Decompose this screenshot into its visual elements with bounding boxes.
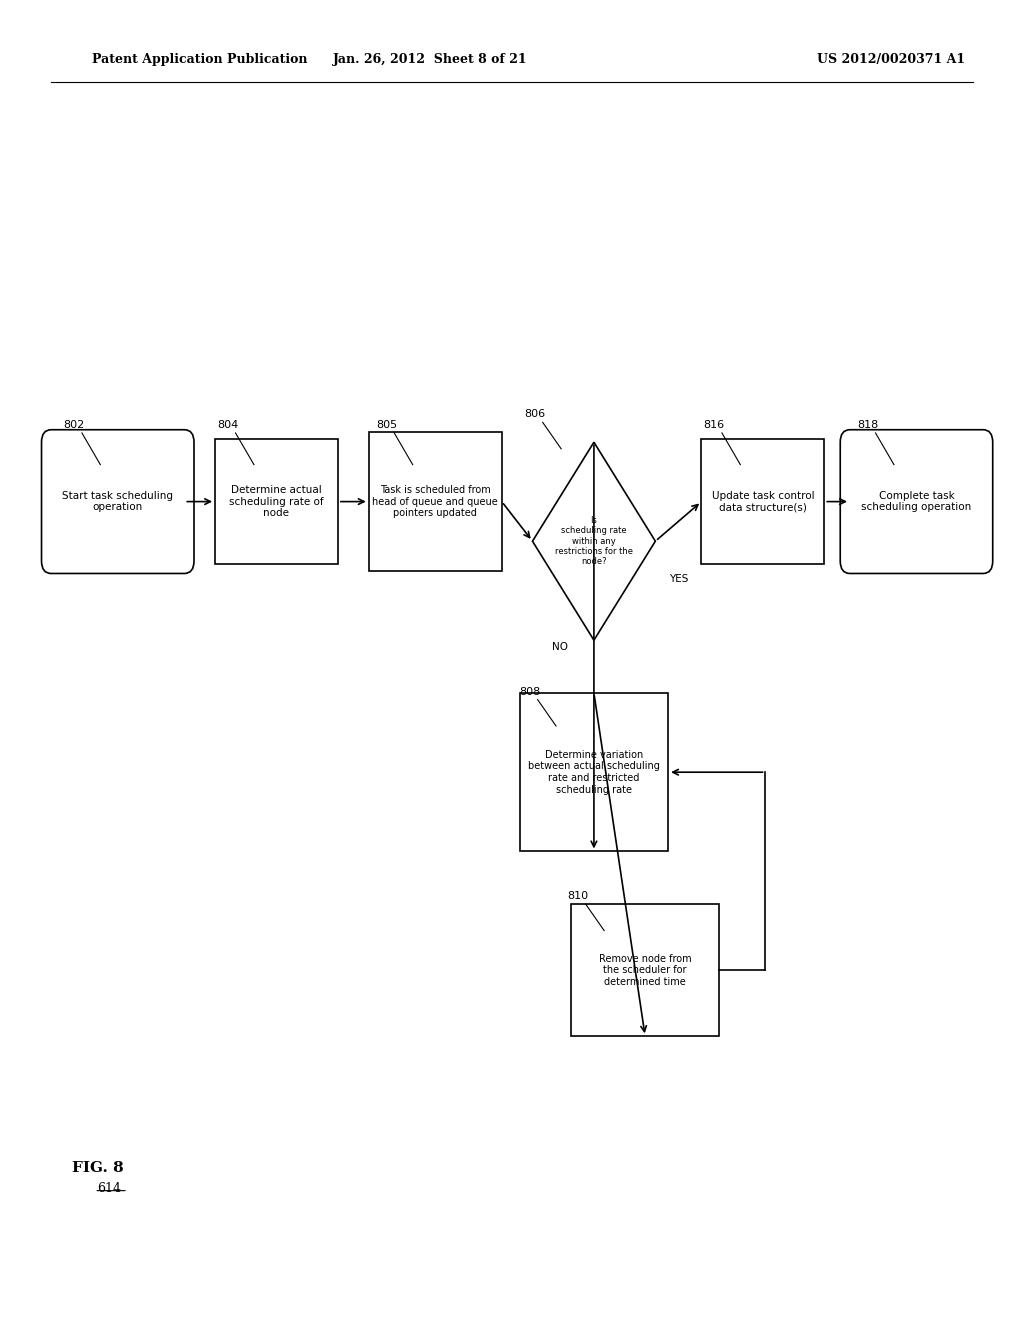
Bar (701, 438, 824, 565)
Text: 816: 816 (703, 420, 725, 430)
Text: Determine variation
between actual scheduling
rate and restricted
scheduling rat: Determine variation between actual sched… (528, 750, 659, 795)
Text: Complete task
scheduling operation: Complete task scheduling operation (861, 491, 972, 512)
Text: 804: 804 (217, 420, 239, 430)
Text: FIG. 8: FIG. 8 (72, 1162, 124, 1175)
Text: 802: 802 (63, 420, 85, 430)
Polygon shape (532, 442, 655, 640)
Text: Is
scheduling rate
within any
restrictions for the
node?: Is scheduling rate within any restrictio… (555, 516, 633, 566)
Text: Patent Application Publication: Patent Application Publication (92, 53, 307, 66)
Text: Remove node from
the scheduler for
determined time: Remove node from the scheduler for deter… (599, 953, 691, 987)
Text: 808: 808 (519, 686, 541, 697)
Text: 818: 818 (857, 420, 879, 430)
Text: 614: 614 (97, 1181, 121, 1195)
Text: Determine actual
scheduling rate of
node: Determine actual scheduling rate of node (229, 484, 324, 519)
FancyBboxPatch shape (42, 430, 194, 573)
Text: 805: 805 (376, 420, 397, 430)
Text: NO: NO (552, 642, 568, 652)
FancyBboxPatch shape (841, 430, 992, 573)
Text: 806: 806 (524, 409, 546, 420)
Bar (519, 693, 668, 851)
Text: 810: 810 (567, 891, 589, 902)
Bar (215, 438, 338, 565)
Text: Task is scheduled from
head of queue and queue
pointers updated: Task is scheduled from head of queue and… (373, 484, 498, 519)
Text: US 2012/0020371 A1: US 2012/0020371 A1 (817, 53, 965, 66)
Text: Update task control
data structure(s): Update task control data structure(s) (712, 491, 814, 512)
Bar (369, 433, 502, 570)
Text: Jan. 26, 2012  Sheet 8 of 21: Jan. 26, 2012 Sheet 8 of 21 (333, 53, 527, 66)
Text: YES: YES (669, 574, 688, 585)
Bar (571, 904, 719, 1036)
Text: Start task scheduling
operation: Start task scheduling operation (62, 491, 173, 512)
